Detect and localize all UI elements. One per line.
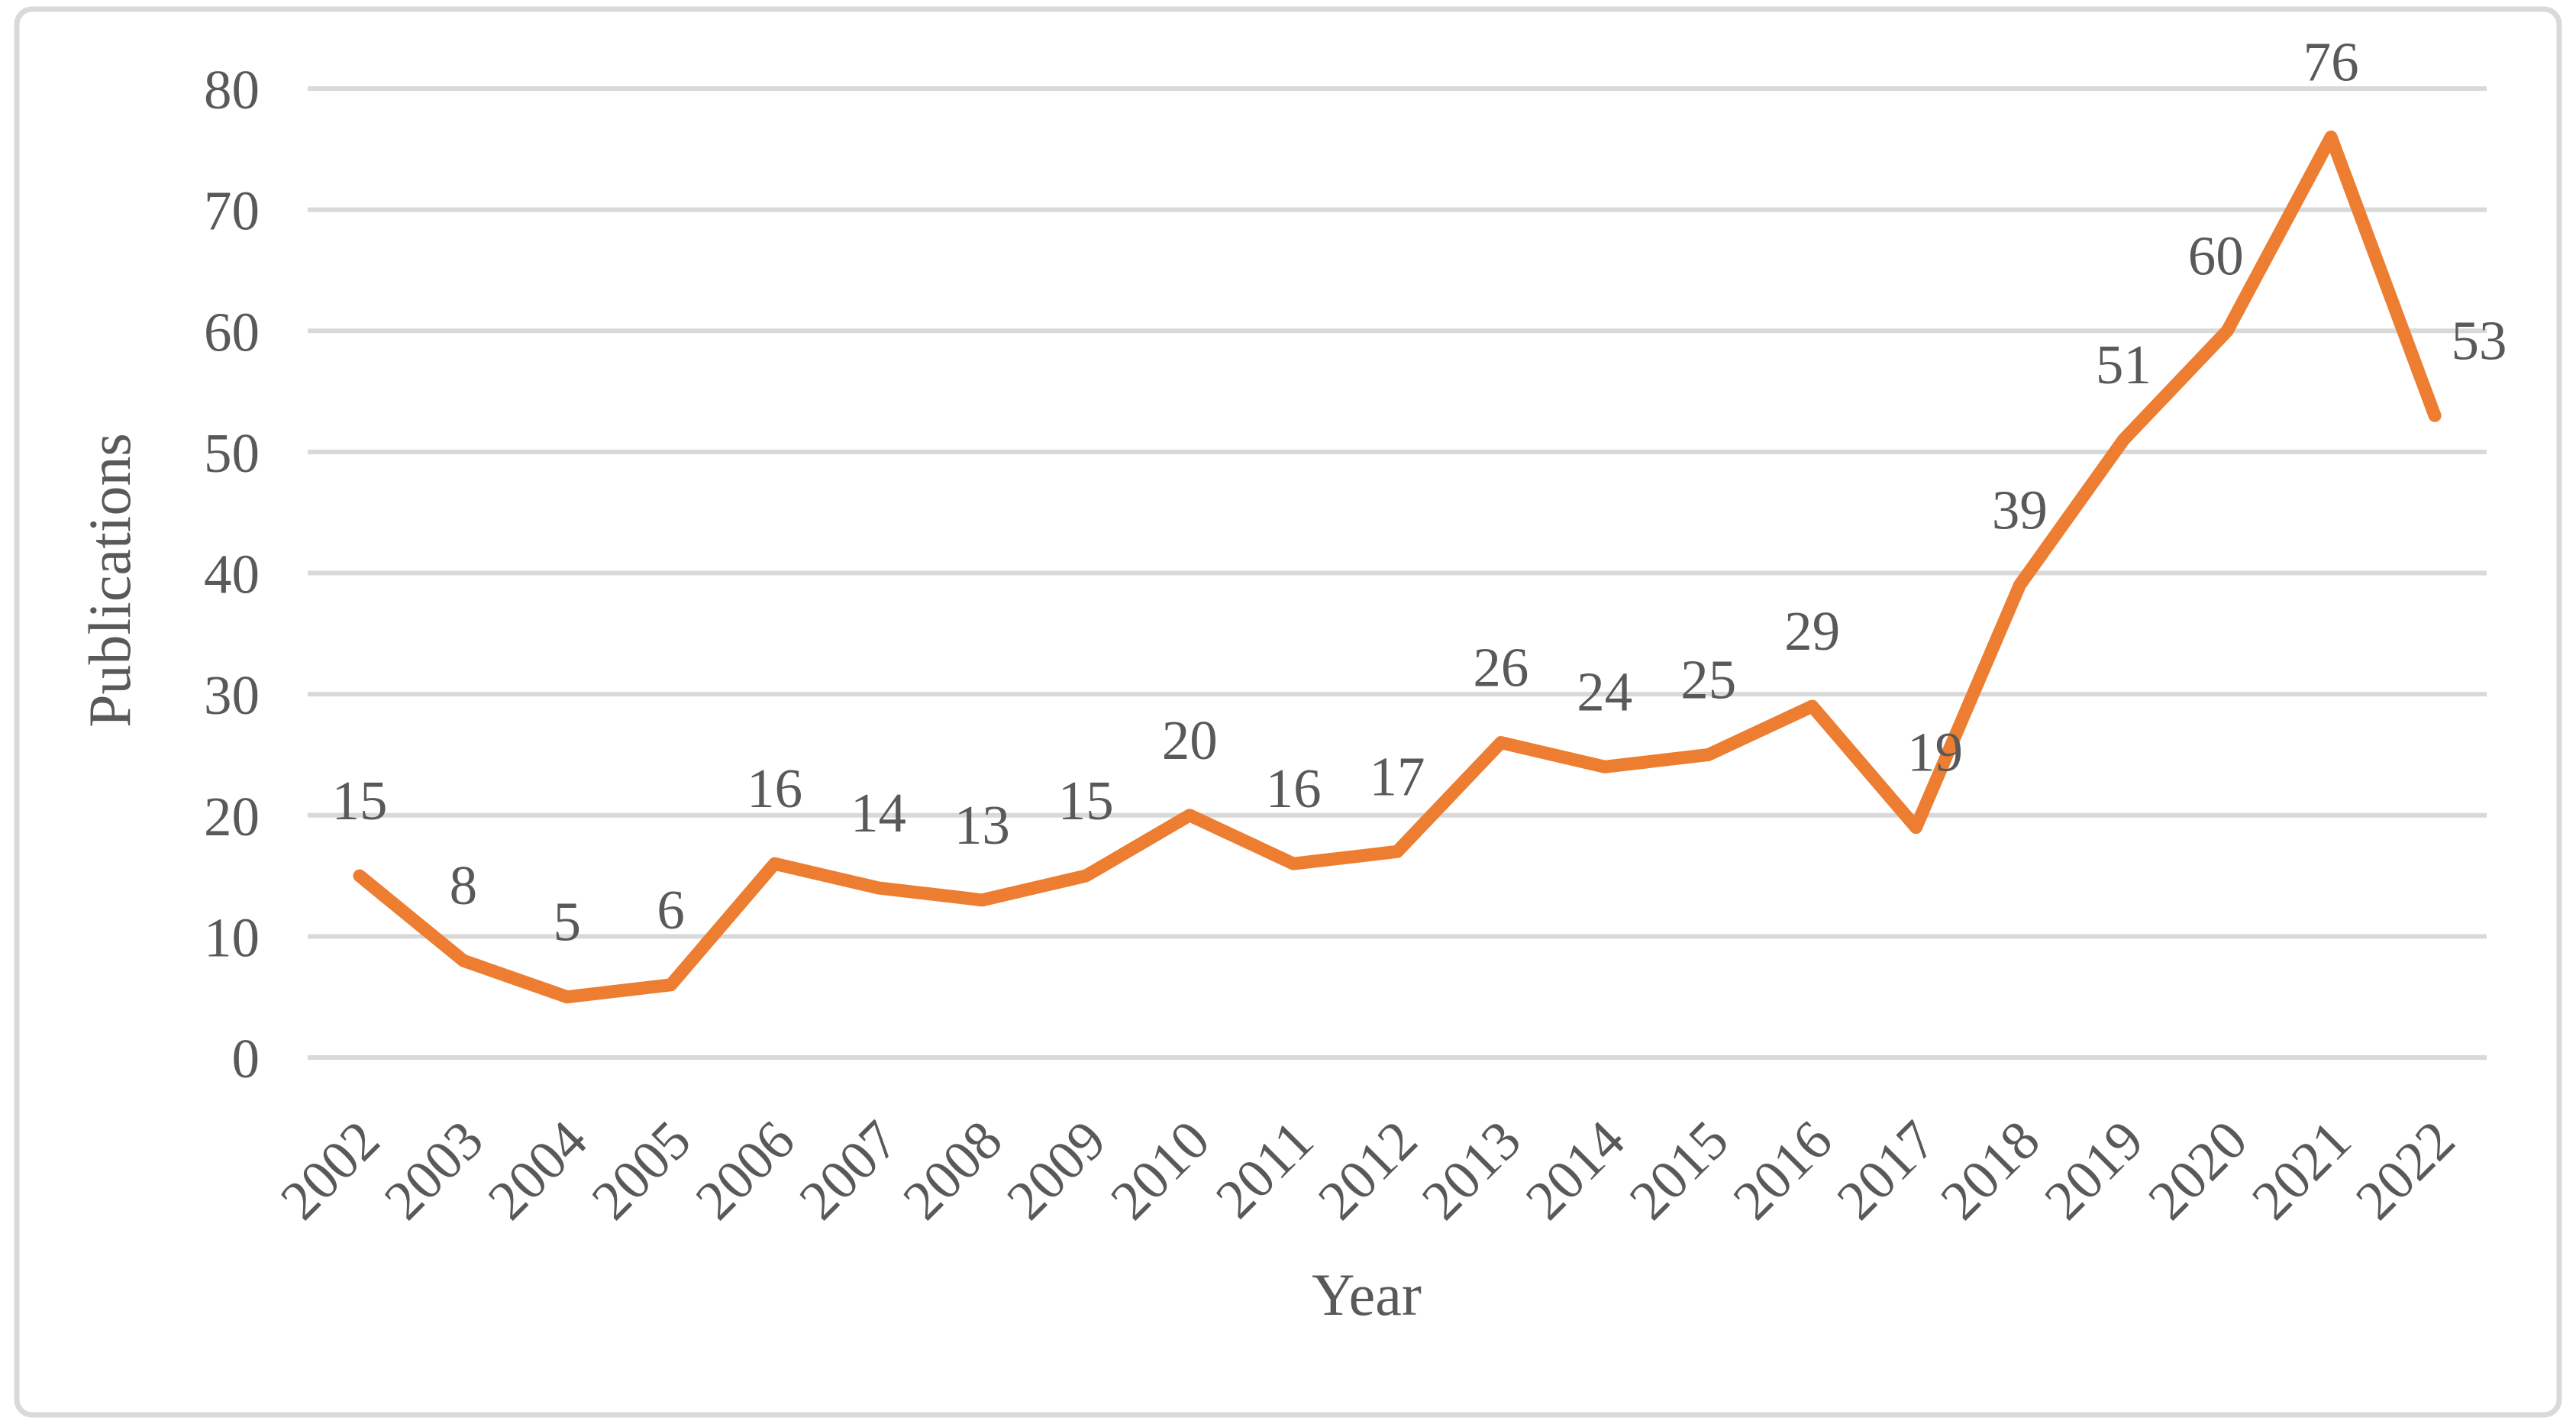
data-label: 39: [1992, 479, 2048, 541]
x-tick-label: 2009: [995, 1109, 1118, 1232]
data-label: 53: [2452, 309, 2507, 371]
x-tick-label: 2005: [579, 1109, 702, 1232]
y-tick-label: 70: [204, 180, 260, 242]
x-tick-label: 2004: [476, 1109, 599, 1232]
data-label: 25: [1680, 648, 1736, 710]
y-tick-label: 50: [204, 422, 260, 484]
data-label: 20: [1162, 709, 1218, 771]
data-label: 76: [2303, 31, 2359, 92]
data-label: 19: [1907, 722, 1963, 783]
data-label: 60: [2188, 224, 2244, 286]
x-tick-label: 2008: [891, 1109, 1014, 1232]
x-tick-label: 2007: [787, 1109, 910, 1232]
y-tick-label: 60: [204, 301, 260, 363]
data-label: 5: [554, 891, 582, 953]
x-tick-label: 2018: [1929, 1109, 2051, 1232]
x-tick-label: 2014: [1514, 1109, 1637, 1232]
y-axis-tick-labels: 0 10 20 30 40 50 60 70 80: [204, 59, 260, 1090]
data-label: 24: [1577, 660, 1632, 722]
x-tick-label: 2015: [1618, 1109, 1741, 1232]
x-tick-label: 2002: [269, 1109, 392, 1232]
y-axis-title: Publications: [76, 433, 143, 728]
y-tick-label: 30: [204, 664, 260, 726]
data-label: 16: [747, 757, 802, 819]
x-tick-label: 2019: [2032, 1109, 2155, 1232]
x-tick-label: 2022: [2344, 1109, 2467, 1232]
data-label: 14: [851, 782, 906, 844]
data-label: 15: [1058, 770, 1114, 831]
x-tick-label: 2013: [1410, 1109, 1533, 1232]
x-tick-label: 2010: [1099, 1109, 1222, 1232]
data-label: 15: [331, 770, 387, 831]
y-tick-label: 10: [204, 906, 260, 968]
y-tick-label: 0: [232, 1028, 260, 1090]
y-tick-label: 80: [204, 59, 260, 121]
x-axis-tick-labels: 2002200320042005200620072008200920102011…: [269, 1109, 2467, 1232]
data-label: 26: [1473, 637, 1528, 699]
data-label: 6: [657, 879, 685, 941]
x-tick-label: 2012: [1306, 1109, 1429, 1232]
series-line-publications: [353, 130, 2442, 1004]
y-tick-label: 40: [204, 544, 260, 605]
x-tick-label: 2016: [1721, 1109, 1844, 1232]
x-tick-label: 2020: [2136, 1109, 2259, 1232]
x-tick-label: 2017: [1825, 1109, 1948, 1232]
chart-border: [14, 6, 2562, 1418]
x-tick-label: 2011: [1204, 1109, 1325, 1230]
x-tick-label: 2021: [2240, 1109, 2363, 1232]
x-axis-title: Year: [1312, 1261, 1422, 1328]
data-label: 29: [1784, 600, 1840, 662]
y-tick-label: 20: [204, 786, 260, 848]
x-tick-label: 2003: [373, 1109, 496, 1232]
data-label: 51: [2096, 334, 2152, 396]
data-label: 16: [1266, 757, 1322, 819]
data-label: 17: [1370, 745, 1425, 807]
x-tick-label: 2006: [683, 1109, 806, 1232]
data-label: 8: [450, 854, 478, 916]
data-label: 13: [954, 794, 1010, 856]
series-group: [353, 130, 2442, 1004]
data-labels-group: 15 8 5 6 16 14 13 15 20 16 17 26 24 25 29 19 39 51 60 76 53: [331, 31, 2507, 952]
gridlines-group: [308, 86, 2487, 1060]
